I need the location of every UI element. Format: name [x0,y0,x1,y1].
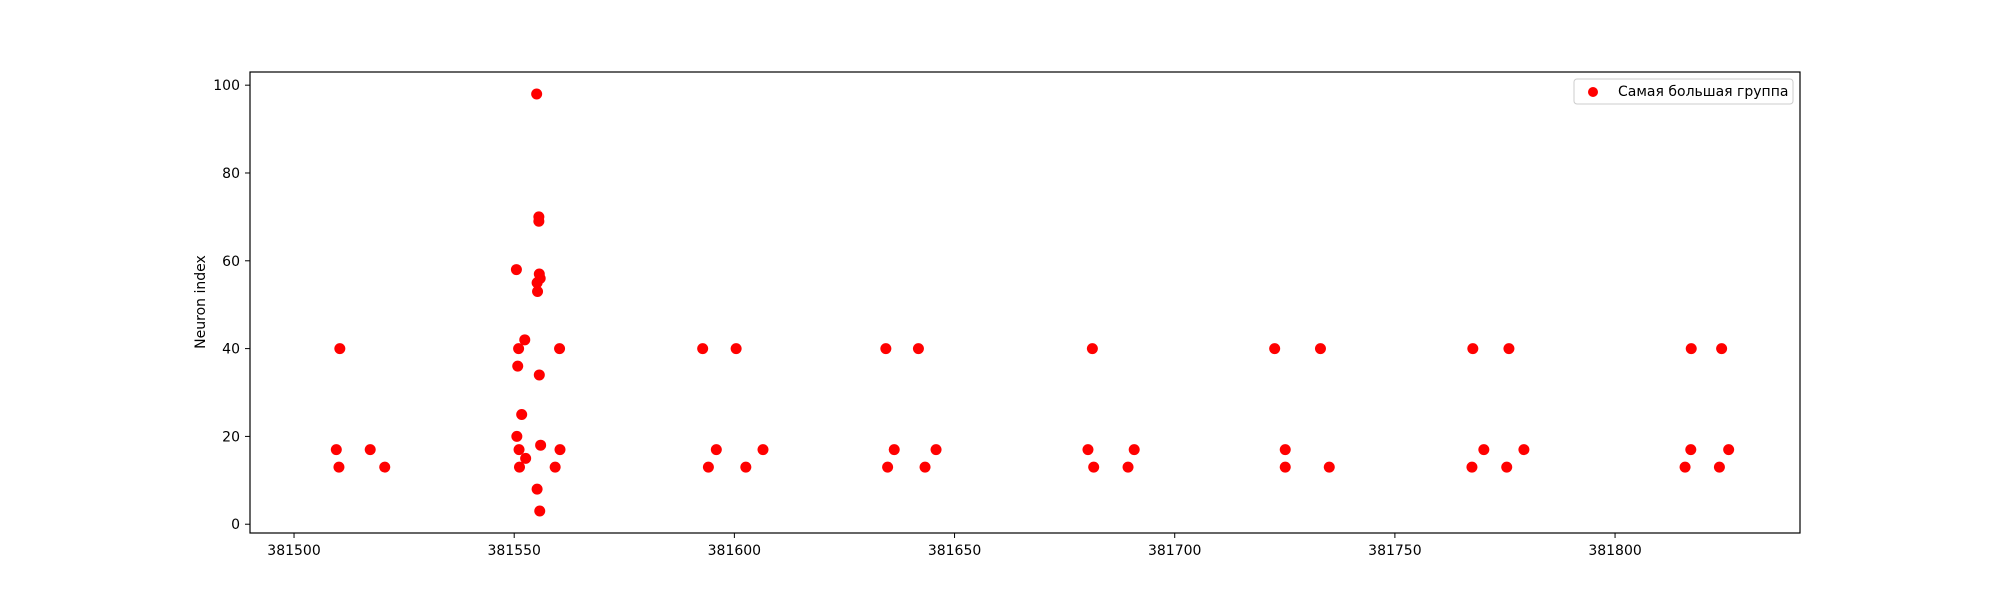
scatter-point [1518,444,1530,456]
y-tick-label: 60 [222,254,240,270]
scatter-point [880,343,892,355]
scatter-point [1466,461,1478,473]
scatter-point [930,444,942,456]
scatter-point [1279,461,1291,473]
scatter-point [1685,343,1697,355]
scatter-point [520,452,532,464]
scatter-point [1314,343,1326,355]
scatter-point [531,483,543,495]
scatter-point [330,444,342,456]
y-tick-label: 100 [213,78,240,94]
scatter-point [534,272,546,284]
scatter-point [1088,461,1100,473]
scatter-point [1478,444,1490,456]
scatter-point [532,286,544,298]
y-tick-label: 40 [222,342,240,358]
scatter-point [513,461,525,473]
scatter-point [511,430,523,442]
scatter-point [1716,343,1728,355]
scatter-point [531,88,543,100]
scatter-point [740,461,752,473]
scatter-point [554,444,566,456]
data-points [330,88,1735,517]
scatter-point [1279,444,1291,456]
legend-marker [1588,87,1598,97]
scatter-point [519,334,531,346]
scatter-point [510,264,522,276]
legend: Самая большая группа [1573,78,1794,105]
scatter-point [1323,461,1335,473]
x-tick-label: 381700 [1148,543,1201,559]
scatter-point [888,444,900,456]
legend-box [1573,78,1794,105]
scatter-point [919,461,931,473]
x-axis: 381500 381550 381600 381650 381700 381750 3818… [267,533,1642,559]
scatter-point [512,360,524,372]
scatter-point [513,343,525,355]
x-tick-label: 381500 [267,543,320,559]
scatter-point [533,369,545,381]
scatter-point [333,461,345,473]
scatter-point [730,343,742,355]
scatter-point [1467,343,1479,355]
scatter-point [1082,444,1094,456]
scatter-point [710,444,722,456]
scatter-point [1679,461,1691,473]
scatter-point [882,461,894,473]
y-tick-label: 0 [231,517,240,533]
y-tick-label: 20 [222,429,240,445]
scatter-point [534,505,546,517]
scatter-point [1713,461,1725,473]
legend-label: Самая большая группа [1618,84,1788,100]
scatter-point [1086,343,1098,355]
scatter-point [1685,444,1697,456]
x-tick-label: 381600 [708,543,761,559]
x-tick-label: 381750 [1368,543,1421,559]
scatter-point [1122,461,1134,473]
scatter-point [334,343,346,355]
scatter-point [364,444,376,456]
scatter-point [702,461,714,473]
y-axis: 0 20 40 60 80 100 [213,78,250,533]
scatter-point [516,408,528,420]
plot-area [250,72,1800,533]
scatter-point [549,461,561,473]
plot-frame [249,71,1801,534]
scatter-point [1723,444,1735,456]
scatter-point [1503,343,1515,355]
x-tick-label: 381550 [487,543,540,559]
scatter-point [1269,343,1281,355]
scatter-point [554,343,566,355]
scatter-point [912,343,924,355]
scatter-point [535,439,547,451]
scatter-point [379,461,391,473]
scatter-point [533,215,545,227]
scatter-point [697,343,709,355]
x-tick-label: 381650 [928,543,981,559]
scatter-point [513,444,525,456]
x-tick-label: 381800 [1588,543,1641,559]
y-axis-label: Neuron index [193,255,209,349]
scatter-point [757,444,769,456]
scatter-point [1128,444,1140,456]
scatter-point [1501,461,1513,473]
y-tick-label: 80 [222,166,240,182]
